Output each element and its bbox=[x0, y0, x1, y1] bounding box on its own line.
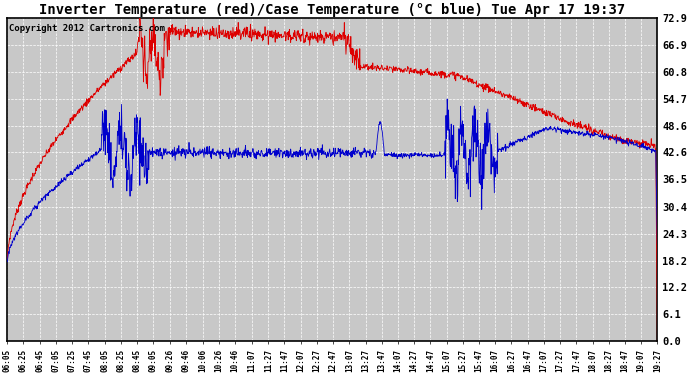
Title: Inverter Temperature (red)/Case Temperature (°C blue) Tue Apr 17 19:37: Inverter Temperature (red)/Case Temperat… bbox=[39, 3, 625, 17]
Text: Copyright 2012 Cartronics.com: Copyright 2012 Cartronics.com bbox=[8, 24, 164, 33]
